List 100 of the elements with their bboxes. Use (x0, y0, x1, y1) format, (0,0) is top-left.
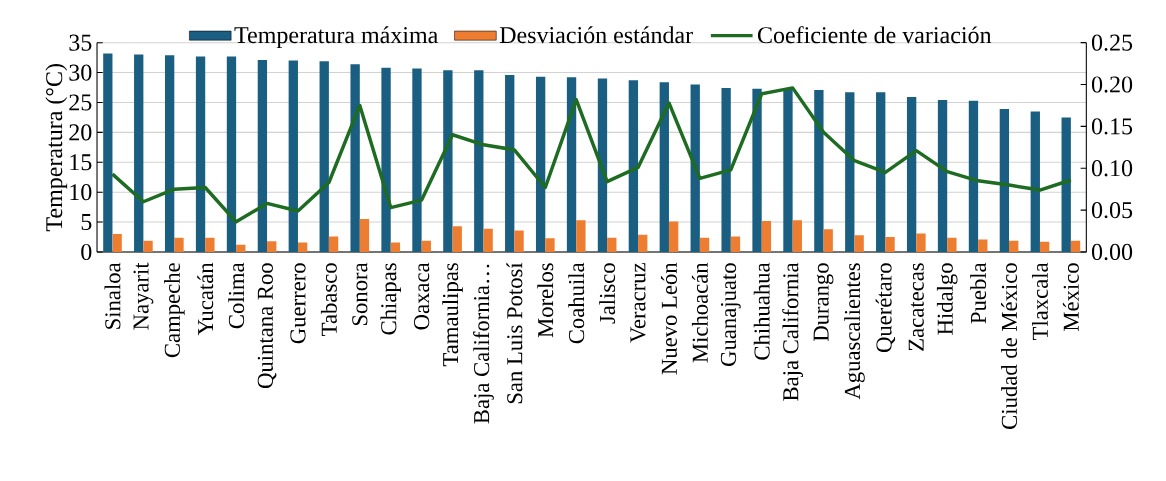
bar (112, 234, 122, 252)
y2-tick-label: 0.25 (1091, 34, 1133, 51)
bar (566, 77, 577, 252)
legend-label: Coeficiente de variación (757, 26, 992, 44)
bar (288, 60, 298, 252)
bar (823, 229, 833, 252)
bar (505, 74, 515, 252)
bar (195, 56, 206, 252)
x-tick-label: Chihuahua (753, 262, 770, 360)
bar (205, 237, 215, 252)
x-tick-label: Campeche (164, 263, 185, 358)
bar (761, 220, 772, 252)
bar (452, 226, 462, 252)
bar (783, 88, 793, 252)
bar (937, 100, 948, 252)
bar (845, 92, 855, 252)
bar (752, 88, 762, 252)
x-tick-label: Nuevo León (660, 262, 677, 375)
bar (690, 84, 700, 252)
y-axis-title: Temperatura (°C) (45, 64, 68, 232)
x-tick-label: Tlaxcala (1031, 262, 1048, 340)
bar (1009, 240, 1019, 252)
bar (134, 54, 144, 252)
x-tick-label: Jalisco (599, 263, 616, 324)
bar (443, 70, 453, 252)
y2-tick-label: 0.00 (1091, 243, 1133, 261)
bar (535, 76, 546, 252)
bar (381, 67, 391, 252)
x-tick-label: Querétaro (875, 263, 896, 353)
legend-label: Desviación estándar (499, 26, 693, 44)
bar (885, 237, 895, 252)
x-tick-label: Coahuila (568, 262, 585, 344)
y-tick-label: 0 (81, 243, 92, 261)
x-tick-label: México (1062, 263, 1079, 331)
x-tick-label: Baja California… (473, 264, 494, 424)
bar (699, 237, 710, 252)
bar (226, 56, 237, 252)
bar (854, 235, 864, 252)
bar (1030, 111, 1040, 252)
bar (730, 236, 741, 252)
y-tick-label: 20 (69, 124, 92, 141)
x-tick-label: Guerrero (290, 263, 306, 344)
y-tick-label: 10 (70, 184, 92, 201)
y2-tick-label: 0.10 (1091, 160, 1133, 177)
x-tick-label: Baja California (782, 262, 804, 401)
bar (906, 97, 917, 252)
bar (968, 100, 979, 252)
bar (174, 237, 184, 252)
y2-tick-label: 0.15 (1091, 118, 1133, 135)
bar (999, 109, 1010, 252)
bar (814, 89, 824, 252)
bar (659, 82, 669, 252)
bar (597, 78, 608, 252)
x-tick-label: Durango (813, 263, 834, 342)
line-series (110, 86, 1073, 224)
bar (628, 80, 639, 252)
bar (474, 70, 484, 252)
bar (721, 88, 731, 252)
legend-label: Temperatura máxima (234, 26, 438, 49)
bar (1061, 117, 1071, 252)
x-tick-label: Oaxaca (414, 262, 430, 330)
y-tick-label: 30 (69, 64, 92, 81)
x-tick-label: Aguascalientes (844, 263, 865, 400)
x-tick-label: Guanajuato (720, 263, 741, 366)
bar (164, 55, 175, 252)
bar (483, 228, 493, 252)
bar (328, 236, 339, 252)
bar (412, 68, 422, 252)
x-tick-label: Hidalgo (936, 263, 958, 335)
bar (978, 239, 988, 252)
bar (257, 60, 268, 252)
x-tick-label: Quintana Roo (257, 263, 277, 389)
y2-tick-label: 0.05 (1091, 201, 1133, 219)
bar (359, 219, 370, 252)
bar (319, 61, 329, 252)
bar (607, 237, 617, 252)
bar (876, 92, 886, 252)
x-tick-label: Zacatecas (908, 263, 924, 351)
y-tick-label: 15 (70, 154, 92, 171)
bar (792, 220, 802, 252)
bar (236, 244, 246, 252)
bar (1039, 241, 1050, 252)
x-tick-label: Colima (228, 262, 245, 329)
x-tick-label: Tabasco (320, 263, 337, 336)
bar (390, 242, 401, 252)
x-tick-label: Tamaulipas (442, 263, 463, 367)
bar (514, 230, 524, 252)
bar (297, 242, 308, 252)
x-tick-label: Chiapas (380, 263, 401, 335)
y2-tick-label: 0.20 (1091, 76, 1133, 93)
bar (1070, 240, 1081, 252)
x-tick-label: Ciudad de México (1001, 263, 1018, 429)
x-tick-label: Michoacán (691, 262, 708, 363)
x-tick-label: Puebla (970, 262, 987, 324)
bar (947, 237, 957, 252)
x-tick-label: Veracruz (630, 263, 646, 343)
x-tick-label: Yucatán (197, 262, 214, 336)
bar (916, 233, 926, 252)
y-tick-label: 5 (81, 214, 92, 231)
x-tick-label: Morelos (537, 263, 554, 338)
